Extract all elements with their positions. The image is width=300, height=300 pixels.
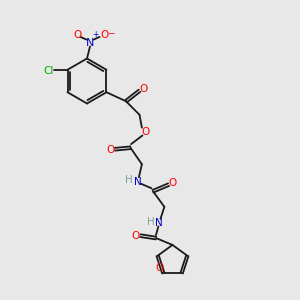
Text: N: N bbox=[155, 218, 163, 229]
Text: Cl: Cl bbox=[44, 66, 54, 76]
Text: O: O bbox=[132, 231, 140, 241]
Text: O: O bbox=[100, 31, 108, 40]
Text: O: O bbox=[155, 263, 164, 274]
Text: O: O bbox=[169, 178, 177, 188]
Text: O: O bbox=[73, 31, 82, 40]
Text: −: − bbox=[107, 28, 115, 37]
Text: +: + bbox=[92, 30, 99, 39]
Text: O: O bbox=[139, 84, 148, 94]
Text: N: N bbox=[86, 38, 94, 48]
Text: O: O bbox=[106, 145, 115, 155]
Text: H: H bbox=[125, 175, 133, 185]
Text: N: N bbox=[134, 177, 141, 187]
Text: O: O bbox=[142, 127, 150, 137]
Text: H: H bbox=[147, 217, 154, 227]
